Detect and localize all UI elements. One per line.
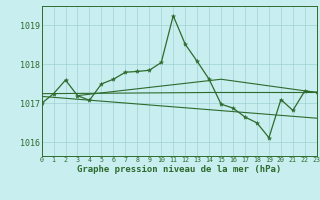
- X-axis label: Graphe pression niveau de la mer (hPa): Graphe pression niveau de la mer (hPa): [77, 165, 281, 174]
